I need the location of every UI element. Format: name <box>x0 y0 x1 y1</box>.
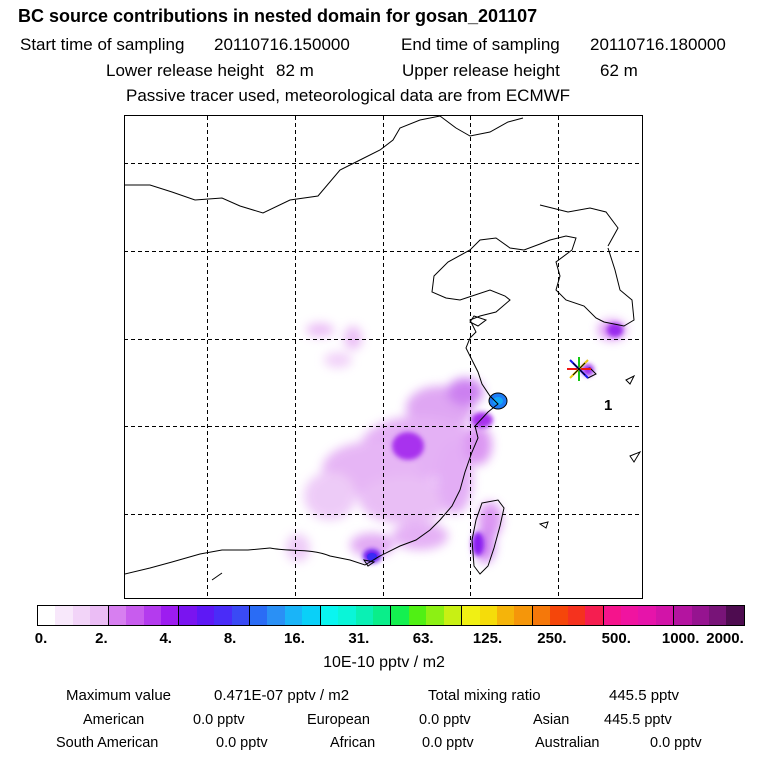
color-scale-segment <box>90 606 108 625</box>
total-mixing-value: 445.5 pptv <box>609 687 680 704</box>
color-scale-tick-label: 31. <box>348 630 370 647</box>
color-scale-segment <box>267 606 285 625</box>
color-scale-segment <box>550 606 568 625</box>
color-scale-segment <box>426 606 444 625</box>
color-scale-segment <box>249 606 268 625</box>
color-scale-segment <box>567 606 586 625</box>
receptor-number: 1 <box>604 397 612 414</box>
color-scale-segment <box>72 606 91 625</box>
color-scale-tick-label: 1000. <box>661 630 700 647</box>
color-scale-segment <box>443 606 462 625</box>
color-scale-tick-label: 250. <box>537 630 567 647</box>
graticule <box>124 116 642 598</box>
color-scale-segment <box>126 606 144 625</box>
color-scale-tick-label: 125. <box>472 630 503 647</box>
lower-release-value: 82 m <box>276 61 314 80</box>
color-scale-segment <box>479 606 497 625</box>
source-value-american: 0.0 pptv <box>193 712 245 728</box>
color-scale-segment <box>709 606 727 625</box>
coastlines <box>124 115 642 581</box>
color-scale-segment <box>602 606 621 625</box>
color-scale-tick-label: 0. <box>34 630 48 647</box>
color-scale-tick-label: 2. <box>95 630 108 647</box>
source-value-european: 0.0 pptv <box>419 712 471 728</box>
source-name-asian: Asian <box>533 712 570 728</box>
color-scale-tick-label: 500. <box>601 630 631 647</box>
source-value-asian: 445.5 pptv <box>604 712 672 728</box>
color-scale-segment <box>461 606 480 625</box>
lower-release-label: Lower release height <box>106 61 264 80</box>
upper-release-value: 62 m <box>600 61 638 80</box>
receptor-marker-icon <box>567 357 591 381</box>
start-time-label: Start time of sampling <box>20 35 185 54</box>
start-time-value: 20110716.150000 <box>214 35 350 54</box>
color-scale-tick-label: 8. <box>223 630 237 647</box>
color-scale-tick-label: 4. <box>159 630 172 647</box>
color-scale-bar <box>37 605 745 626</box>
color-scale-segment <box>691 606 710 625</box>
color-scale-segment <box>178 606 197 625</box>
total-mixing-label: Total mixing ratio <box>428 687 541 704</box>
color-scale-segment <box>196 606 215 625</box>
source-name-south-american: South American <box>56 735 159 751</box>
color-scale-segment <box>373 606 391 625</box>
max-value: 0.471E-07 pptv / m2 <box>214 687 350 704</box>
color-scale-segment <box>355 606 374 625</box>
source-value-south-american: 0.0 pptv <box>216 735 268 751</box>
page-title: BC source contributions in nested domain… <box>18 6 538 26</box>
color-scale-segment <box>231 606 250 625</box>
concentration-field <box>286 320 626 563</box>
color-scale-segment <box>284 606 303 625</box>
color-scale-segment <box>531 606 551 625</box>
source-name-australian: Australian <box>535 735 600 751</box>
color-scale-segment <box>143 606 161 625</box>
map-panel: 1 <box>124 115 643 599</box>
color-scale-segment <box>302 606 320 625</box>
color-scale-segment <box>620 606 639 625</box>
source-value-african: 0.0 pptv <box>422 735 474 751</box>
color-scale-segment <box>319 606 339 625</box>
source-value-australian: 0.0 pptv <box>650 735 702 751</box>
color-scale-tick-label: 2000. <box>706 630 744 647</box>
color-scale-segment <box>726 606 744 625</box>
source-name-african: African <box>330 735 376 751</box>
color-scale-segment <box>214 606 232 625</box>
color-scale-segment <box>408 606 427 625</box>
map-frame <box>124 115 643 599</box>
end-time-value: 20110716.180000 <box>590 35 726 54</box>
color-scale-segment <box>38 606 56 625</box>
color-scale-segment <box>338 606 356 625</box>
color-scale-segment <box>107 606 127 625</box>
color-scale-segment <box>655 606 674 625</box>
end-time-label: End time of sampling <box>401 35 560 54</box>
source-name-european: European <box>307 712 370 728</box>
color-scale-segment <box>496 606 515 625</box>
color-scale-segment <box>585 606 603 625</box>
color-scale-units: 10E-10 pptv / m2 <box>323 654 445 671</box>
max-value-label: Maximum value <box>66 687 172 704</box>
color-scale-tick-label: 16. <box>284 630 305 647</box>
upper-release-label: Upper release height <box>402 61 560 80</box>
color-scale-segment <box>673 606 692 625</box>
color-scale-segment <box>514 606 532 625</box>
color-scale-segment <box>390 606 409 625</box>
color-scale-segment <box>160 606 179 625</box>
color-scale-segment <box>638 606 656 625</box>
color-scale-tick-label: 63. <box>412 630 434 647</box>
color-scale-segment <box>55 606 73 625</box>
tracer-note: Passive tracer used, meteorological data… <box>126 86 571 105</box>
source-name-american: American <box>83 712 145 728</box>
